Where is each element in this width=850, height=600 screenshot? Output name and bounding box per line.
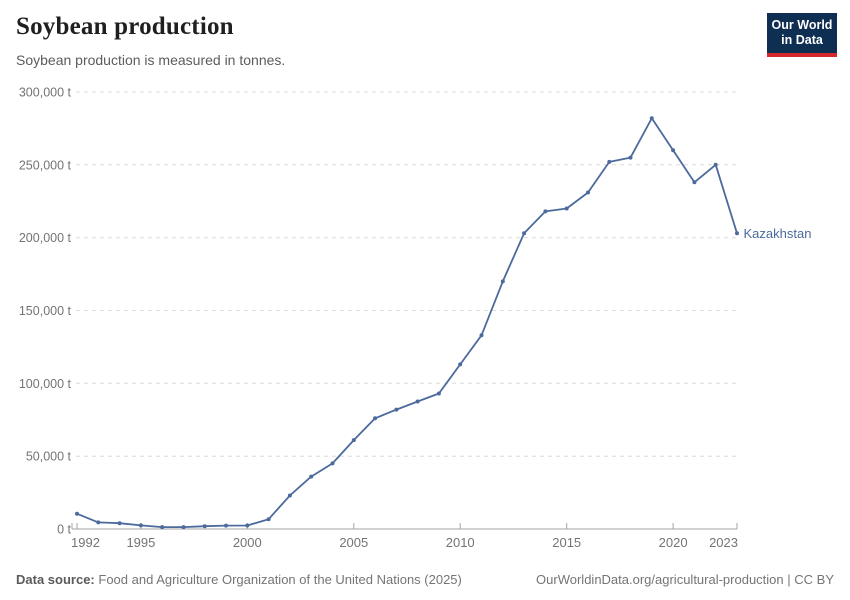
x-axis-tick-label: 2020 xyxy=(659,535,688,550)
y-axis-tick-label: 50,000 t xyxy=(26,450,72,464)
x-axis-tick-label: 1992 xyxy=(71,535,100,550)
data-point[interactable] xyxy=(479,333,484,338)
footer-url: OurWorldinData.org/agricultural-producti… xyxy=(536,572,784,587)
data-point[interactable] xyxy=(713,162,718,167)
data-point[interactable] xyxy=(181,525,186,530)
x-axis-tick-label: 2010 xyxy=(446,535,475,550)
data-point[interactable] xyxy=(564,206,569,211)
data-source-label: Data source: xyxy=(16,572,95,587)
owid-logo: Our World in Data xyxy=(767,13,837,57)
data-point[interactable] xyxy=(138,523,143,528)
data-point[interactable] xyxy=(735,231,739,236)
y-axis-tick-label: 200,000 t xyxy=(19,231,72,245)
data-point[interactable] xyxy=(628,155,633,160)
y-axis-tick-label: 250,000 t xyxy=(19,158,72,172)
data-point[interactable] xyxy=(458,362,463,367)
data-point[interactable] xyxy=(117,521,122,526)
data-point[interactable] xyxy=(394,407,399,412)
x-axis-tick-label: 2000 xyxy=(233,535,262,550)
chart-subtitle: Soybean production is measured in tonnes… xyxy=(16,52,286,68)
data-point[interactable] xyxy=(351,438,356,443)
data-point[interactable] xyxy=(649,116,654,121)
data-point[interactable] xyxy=(522,231,527,236)
data-point[interactable] xyxy=(224,523,228,528)
footer-license: CC BY xyxy=(794,572,834,587)
data-point[interactable] xyxy=(692,180,697,185)
data-point[interactable] xyxy=(415,399,420,404)
data-point[interactable] xyxy=(586,190,590,195)
series-line[interactable] xyxy=(76,117,738,528)
page-title: Soybean production xyxy=(16,13,234,40)
y-axis-tick-label: 0 t xyxy=(57,523,71,537)
series-end-label: Kazakhstan xyxy=(744,226,812,241)
data-point[interactable] xyxy=(607,159,612,164)
data-source-text: Food and Agriculture Organization of the… xyxy=(98,572,462,587)
data-point[interactable] xyxy=(202,524,207,529)
data-point[interactable] xyxy=(671,148,676,153)
y-axis-tick-label: 100,000 t xyxy=(19,377,72,391)
footer-separator: | xyxy=(783,572,795,587)
x-axis-tick-label: 2005 xyxy=(339,535,368,550)
data-point[interactable] xyxy=(309,474,314,479)
owid-logo-line2: in Data xyxy=(781,33,823,48)
chart-footer: Data source: Food and Agriculture Organi… xyxy=(16,572,834,587)
data-point[interactable] xyxy=(266,517,271,522)
data-point[interactable] xyxy=(500,279,505,284)
x-axis-tick-label: 2023 xyxy=(709,535,738,550)
data-point[interactable] xyxy=(75,511,79,516)
data-point[interactable] xyxy=(287,493,292,498)
data-point[interactable] xyxy=(436,391,441,396)
y-axis-tick-label: 150,000 t xyxy=(19,304,72,318)
data-source: Data source: Food and Agriculture Organi… xyxy=(16,572,462,587)
owid-logo-line1: Our World xyxy=(771,18,833,32)
data-point[interactable] xyxy=(245,523,250,528)
footer-credit: OurWorldinData.org/agricultural-producti… xyxy=(536,572,834,587)
data-point[interactable] xyxy=(373,416,378,421)
data-point[interactable] xyxy=(96,520,101,525)
x-axis-tick-label: 2015 xyxy=(552,535,581,550)
y-axis-tick-label: 300,000 t xyxy=(19,86,72,100)
x-axis-tick-label: 1995 xyxy=(126,535,155,550)
data-point[interactable] xyxy=(330,461,335,466)
data-point[interactable] xyxy=(543,209,548,214)
data-point[interactable] xyxy=(160,525,165,530)
